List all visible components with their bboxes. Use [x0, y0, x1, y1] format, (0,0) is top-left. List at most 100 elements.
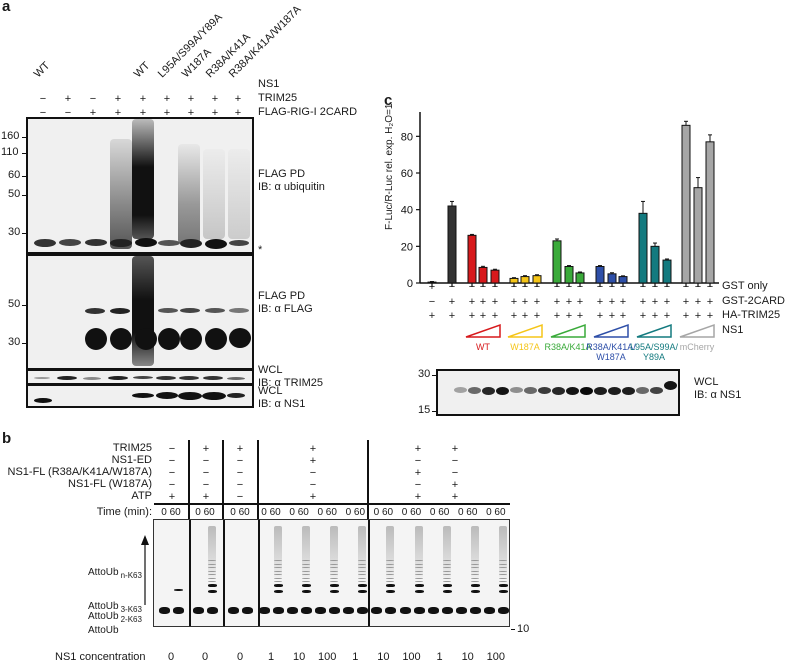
b-symbol: +: [451, 443, 459, 455]
ns1-gradient-triangles: [465, 323, 715, 338]
gel-band-2k63: [302, 590, 312, 593]
trim25-symbol: +: [187, 93, 195, 105]
wcl-band: [510, 387, 523, 393]
flag-rig-symbol: +: [89, 107, 97, 119]
time-value: 0 60: [457, 507, 478, 518]
blot3-label-2: IB: α TRIM25: [258, 377, 324, 389]
gst_2card-symbol: +: [608, 296, 616, 308]
mw-50: 50: [8, 188, 21, 200]
ha_trim25-symbol: +: [608, 310, 616, 322]
label-attoub-2: AttoUb 2-K63: [88, 611, 142, 624]
gel-band-3k63: [302, 584, 312, 587]
panel-a-letter: a: [2, 0, 11, 15]
blot1-label-1: FLAG PD: [258, 168, 306, 180]
b-symbol: −: [202, 467, 210, 479]
b-symbol: −: [168, 455, 176, 467]
ha_trim25-symbol: +: [428, 310, 436, 322]
wcl-band: [650, 387, 663, 394]
blot4-label-1: WCL: [258, 385, 283, 397]
gel-band-2k63: [358, 590, 368, 593]
ha_trim25-symbol: +: [651, 310, 659, 322]
lane-label: WT: [131, 59, 153, 81]
time-value: 0 60: [486, 507, 506, 518]
ns1-group-label: R38A/K41A/: [586, 342, 636, 352]
b-symbol: −: [202, 479, 210, 491]
ha_trim25-symbol: +: [468, 310, 476, 322]
chart-ylabel: F-Luc/R-Luc rel. exp. H₂O=1: [384, 103, 395, 230]
blot2-label-2: IB: α FLAG: [258, 303, 313, 315]
svg-text:60: 60: [401, 168, 413, 180]
gst_only-symbol: −: [706, 281, 714, 293]
b-symbol: +: [414, 491, 422, 503]
gel-band-3k63: [442, 584, 452, 587]
svg-text:40: 40: [401, 205, 413, 217]
gst_only-symbol: −: [663, 281, 671, 293]
gel-band-2k63: [330, 590, 340, 593]
gel-band-3k63: [274, 584, 283, 587]
time-value: 0 60: [261, 507, 281, 518]
gst_only-symbol: −: [694, 281, 702, 293]
b-symbol: −: [236, 479, 244, 491]
b-symbol: −: [168, 479, 176, 491]
gst_2card-symbol: +: [706, 296, 714, 308]
ha_trim25-symbol: +: [706, 310, 714, 322]
wcl-label-2: IB: α NS1: [694, 389, 742, 401]
gel-band-mono: [193, 607, 204, 614]
gel-band-3k63: [358, 584, 368, 587]
b-symbol: +: [451, 479, 459, 491]
ha_trim25-symbol: +: [533, 310, 541, 322]
panel-c-letter: c: [384, 92, 393, 109]
gst_2card-symbol: +: [651, 296, 659, 308]
gel-smear: [414, 526, 423, 578]
gst_2card-symbol: +: [596, 296, 604, 308]
wcl-band: [580, 387, 593, 395]
conc-value: 1: [436, 651, 443, 662]
mw-110: 110: [1, 146, 19, 158]
gel-band-mono: [399, 607, 411, 614]
gel-band-2k63: [274, 590, 283, 593]
gel-lane-divider: [189, 520, 191, 626]
gel-band-mono: [497, 607, 509, 614]
gel-band-mono: [159, 607, 170, 614]
blot-trim25: [26, 369, 254, 385]
b-row-trim25: TRIM25: [112, 442, 152, 454]
blot4-label-2: IB: α NS1: [258, 398, 306, 410]
time-value: 0 60: [429, 507, 450, 518]
blot3-label-1: WCL: [258, 364, 283, 376]
lane-label: WT: [31, 59, 53, 81]
conc-value: 100: [402, 651, 421, 662]
wcl-band: [566, 387, 579, 395]
wcl-band: [468, 387, 481, 394]
trim25-symbol: +: [139, 93, 147, 105]
gel-band-2k63: [414, 590, 424, 593]
gel-band-3k63: [330, 584, 340, 587]
conc-value: 0: [236, 651, 244, 662]
svg-text:0: 0: [407, 278, 413, 290]
gel-smear: [330, 526, 339, 578]
gst_2card-symbol: +: [468, 296, 476, 308]
b-row-ns1-fl-r38a: NS1-FL (R38A/K41A/W187A): [7, 466, 152, 478]
gst_2card-symbol: +: [565, 296, 573, 308]
gel-band-mono: [469, 607, 481, 614]
ha_trim25-symbol: +: [479, 310, 487, 322]
b-symbol: −: [236, 491, 244, 503]
gel-band-3k63: [470, 584, 480, 587]
gel-smear: [386, 526, 395, 578]
gst_only-symbol: −: [576, 281, 584, 293]
gel-ubiquitination: [153, 519, 510, 627]
time-value: 0 60: [345, 507, 366, 518]
row-label-ns1: NS1: [258, 78, 280, 90]
time-label: Time (min):: [96, 506, 152, 518]
gst_only-symbol: −: [448, 281, 456, 293]
gel-band-mono: [357, 607, 369, 614]
gel-smear: [358, 526, 367, 578]
trim25-symbol: +: [114, 93, 122, 105]
gel-band-mono: [228, 607, 239, 614]
mw-30-b: 30: [8, 336, 21, 348]
ha_trim25-symbol: +: [663, 310, 671, 322]
gst_2card-symbol: +: [510, 296, 518, 308]
gst_2card-symbol: +: [533, 296, 541, 308]
wcl-band: [552, 387, 565, 395]
b-symbol: −: [309, 479, 317, 491]
wcl-label-1: WCL: [694, 376, 719, 388]
